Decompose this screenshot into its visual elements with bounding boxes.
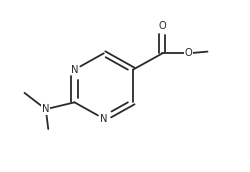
Text: O: O [158, 21, 166, 31]
Text: N: N [71, 65, 78, 75]
Text: N: N [100, 114, 108, 124]
Text: O: O [185, 48, 192, 58]
Text: N: N [42, 104, 50, 114]
